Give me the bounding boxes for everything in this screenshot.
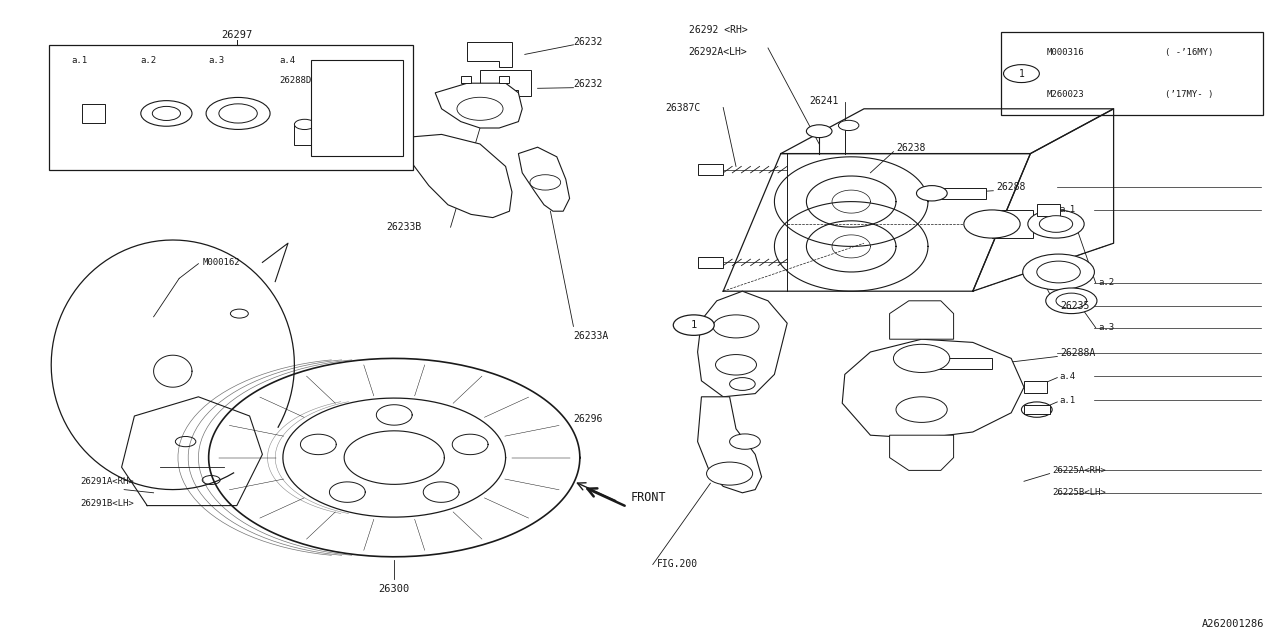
Circle shape (1037, 261, 1080, 283)
Text: a.1: a.1 (1060, 205, 1076, 214)
Circle shape (1039, 216, 1073, 232)
Bar (992, 210, 1033, 238)
Circle shape (530, 175, 561, 190)
Polygon shape (467, 42, 512, 67)
Text: 26292A<LH>: 26292A<LH> (689, 47, 748, 58)
Circle shape (206, 97, 270, 129)
Text: 26297: 26297 (221, 30, 252, 40)
Text: 26387C: 26387C (666, 102, 701, 113)
Circle shape (1021, 402, 1052, 417)
Circle shape (673, 315, 714, 335)
Text: 26225B<LH>: 26225B<LH> (1052, 488, 1106, 497)
Text: 26292 <RH>: 26292 <RH> (689, 25, 748, 35)
Circle shape (838, 120, 859, 131)
Text: a.4: a.4 (1060, 372, 1076, 381)
Text: M000162: M000162 (202, 258, 239, 267)
Circle shape (219, 104, 257, 123)
Polygon shape (403, 134, 512, 218)
Bar (1024, 381, 1047, 393)
Text: A262001286: A262001286 (1202, 619, 1265, 629)
Text: 26291B<LH>: 26291B<LH> (81, 499, 134, 508)
Circle shape (713, 315, 759, 338)
Text: a.1: a.1 (72, 56, 88, 65)
Circle shape (707, 462, 753, 485)
Bar (1024, 405, 1050, 414)
Text: 26296: 26296 (573, 414, 603, 424)
Text: a.1: a.1 (1060, 396, 1076, 404)
Text: a.4: a.4 (279, 56, 296, 65)
Bar (82, 104, 105, 123)
Circle shape (230, 309, 248, 318)
Polygon shape (698, 291, 787, 397)
Text: ( -’16MY): ( -’16MY) (1165, 48, 1213, 58)
Text: a.3: a.3 (1098, 323, 1115, 332)
Circle shape (1046, 288, 1097, 314)
Circle shape (730, 434, 760, 449)
Polygon shape (480, 70, 531, 96)
Text: 26238: 26238 (896, 143, 925, 154)
Text: 26300: 26300 (379, 584, 410, 594)
Bar (1037, 204, 1060, 216)
Circle shape (916, 186, 947, 201)
Circle shape (896, 397, 947, 422)
Bar (698, 164, 723, 175)
Circle shape (1056, 293, 1087, 308)
Circle shape (141, 100, 192, 126)
Circle shape (1028, 210, 1084, 238)
Bar (934, 188, 986, 199)
Circle shape (1023, 254, 1094, 290)
Text: 26288A: 26288A (1060, 348, 1096, 358)
Circle shape (730, 378, 755, 390)
Bar (922, 358, 992, 369)
Circle shape (716, 355, 756, 375)
Text: 26232: 26232 (573, 79, 603, 90)
Text: 26233B: 26233B (387, 222, 422, 232)
Text: FIG.200: FIG.200 (657, 559, 698, 570)
Polygon shape (842, 339, 1024, 438)
Circle shape (294, 119, 315, 129)
Bar (294, 124, 315, 145)
Text: 26288: 26288 (996, 182, 1025, 192)
Text: 26225A<RH>: 26225A<RH> (1052, 466, 1106, 475)
Polygon shape (435, 83, 522, 128)
Circle shape (1004, 65, 1039, 83)
Text: M260023: M260023 (1047, 90, 1084, 99)
Text: 26241: 26241 (809, 96, 838, 106)
Text: 26235: 26235 (1060, 301, 1089, 311)
Text: M000316: M000316 (1047, 48, 1084, 58)
Circle shape (964, 210, 1020, 238)
Text: (’17MY- ): (’17MY- ) (1165, 90, 1213, 99)
Text: 26291A<RH>: 26291A<RH> (81, 477, 134, 486)
Bar (1001, 32, 1263, 115)
Bar (698, 257, 723, 268)
Text: 1: 1 (691, 320, 696, 330)
Text: 26232: 26232 (573, 36, 603, 47)
Text: 26288D: 26288D (279, 76, 311, 84)
Polygon shape (698, 397, 762, 493)
Circle shape (457, 97, 503, 120)
Bar (311, 60, 403, 156)
Text: FRONT: FRONT (631, 492, 667, 504)
Polygon shape (499, 76, 509, 83)
Text: a.3: a.3 (209, 56, 225, 65)
Text: 26233A: 26233A (573, 331, 609, 341)
Text: 1: 1 (1019, 68, 1024, 79)
Polygon shape (518, 147, 570, 211)
Polygon shape (890, 301, 954, 339)
Circle shape (806, 125, 832, 138)
Circle shape (152, 106, 180, 120)
Polygon shape (461, 76, 471, 83)
Bar (49, 45, 413, 170)
Text: a.2: a.2 (141, 56, 157, 65)
Polygon shape (890, 435, 954, 470)
Text: a.2: a.2 (1098, 278, 1115, 287)
Circle shape (893, 344, 950, 372)
